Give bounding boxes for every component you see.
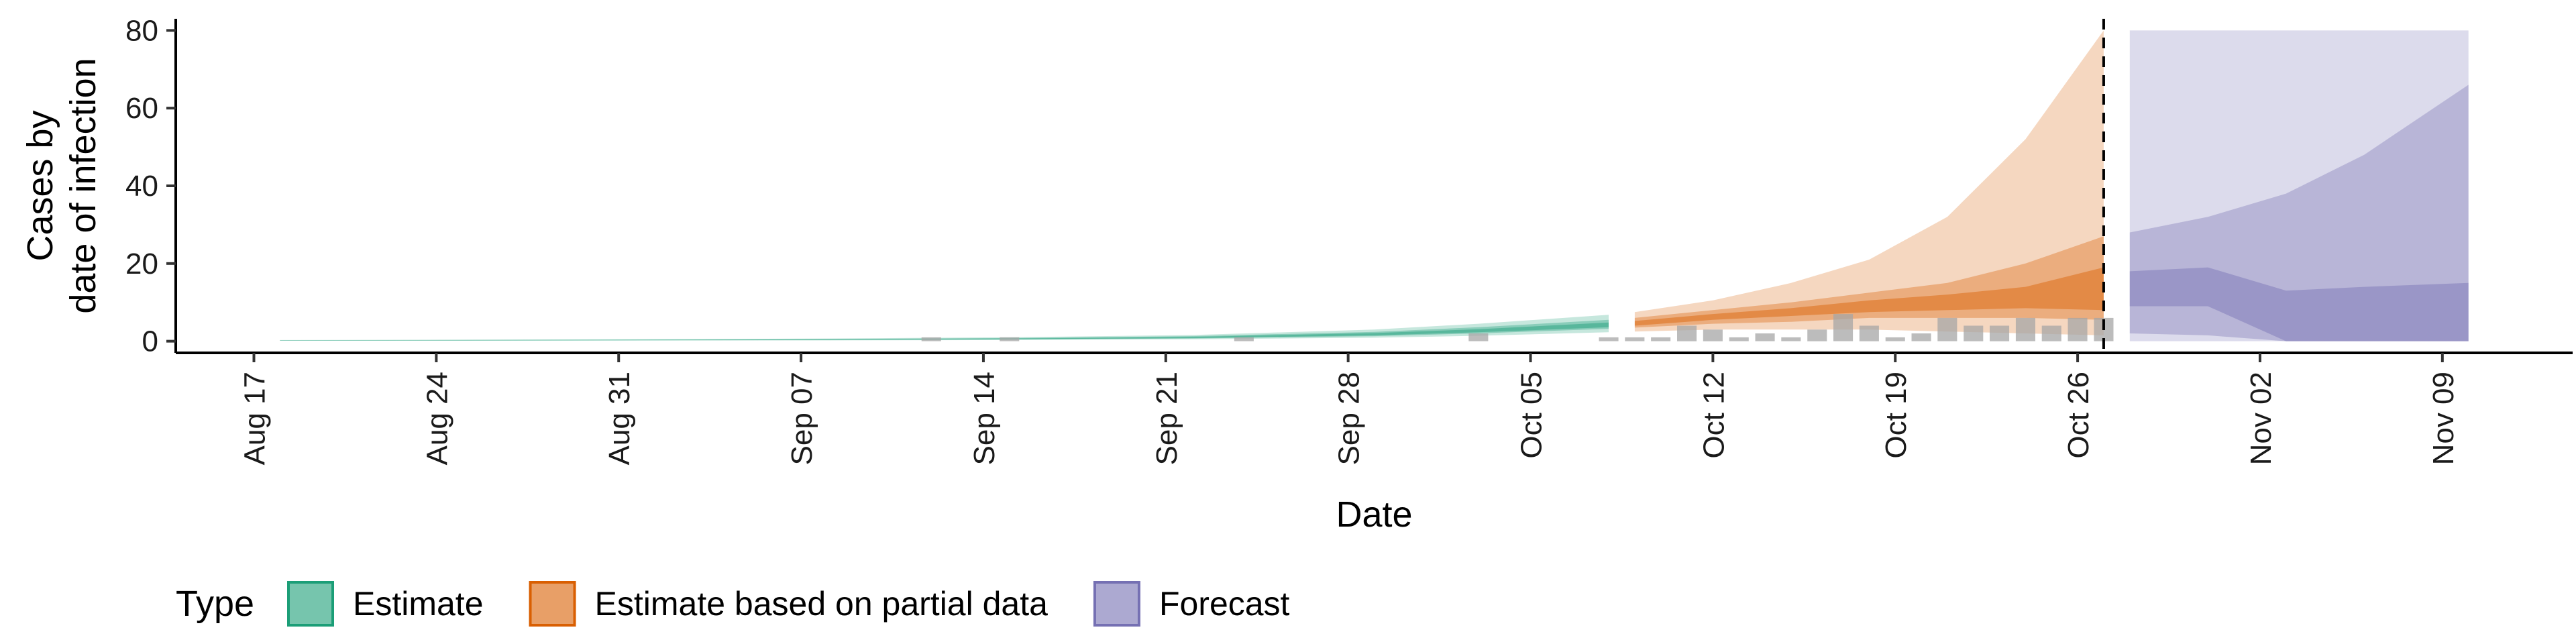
bands-layer	[280, 30, 2469, 341]
legend-swatch-2	[1093, 581, 1140, 627]
band-1-mid	[1634, 236, 2104, 328]
y-tick-label: 20	[125, 248, 158, 280]
band-1-inner	[1634, 267, 2104, 326]
reported-case-bar	[1468, 333, 1489, 341]
reported-case-bar	[1755, 333, 1775, 341]
x-tick-label: Aug 24	[421, 372, 453, 465]
reported-case-bar	[1234, 337, 1254, 341]
reported-cases-bars	[921, 314, 2114, 341]
reported-case-bar	[1625, 337, 1645, 341]
x-tick-label: Sep 07	[786, 372, 818, 465]
reported-case-bar	[1859, 325, 1879, 341]
reported-case-bar	[921, 337, 941, 341]
band-2-mid	[2129, 85, 2469, 341]
reported-case-bar	[1677, 325, 1697, 341]
x-axis-title: Date	[1336, 494, 1412, 535]
reported-case-bar	[1703, 329, 1723, 341]
reported-case-bar	[1990, 325, 2010, 341]
x-ticks: Aug 17 Aug 24 Aug 31 Sep 07 Sep 14 Sep 21 Sep …	[239, 353, 2460, 465]
legend: Type Estimate Estimate based on partial d…	[176, 581, 1290, 627]
band-0-outer	[280, 315, 1609, 341]
band-2-inner	[2129, 267, 2469, 341]
x-tick-label: Oct 19	[1880, 372, 1913, 459]
x-tick-label: Aug 17	[239, 372, 272, 465]
legend-swatch-1	[529, 581, 576, 627]
reported-case-bar	[1964, 325, 1984, 341]
band-0-mid	[280, 319, 1609, 341]
reported-case-bar	[2015, 317, 2035, 341]
y-axis-title-line2: date of infection	[63, 58, 103, 313]
x-tick-label: Sep 28	[1333, 372, 1366, 465]
reported-case-bar	[1937, 317, 1957, 341]
reported-case-bar	[2041, 325, 2061, 341]
y-tick-label: 40	[125, 170, 158, 203]
reported-case-bar	[1833, 314, 1854, 341]
x-tick-label: Oct 05	[1515, 372, 1548, 459]
y-tick-label: 0	[142, 325, 158, 358]
x-tick-label: Oct 12	[1697, 372, 1730, 459]
x-tick-label: Sep 21	[1150, 372, 1183, 465]
reported-case-bar	[1651, 337, 1671, 341]
x-tick-label: Oct 26	[2062, 372, 2095, 459]
x-tick-label: Nov 02	[2245, 372, 2277, 465]
legend-label-1: Estimate based on partial data	[595, 585, 1049, 623]
legend-label-0: Estimate	[353, 585, 484, 623]
reported-case-bar	[1911, 333, 1931, 341]
x-tick-label: Aug 31	[603, 372, 636, 465]
band-1-outer	[1634, 30, 2104, 335]
legend-title: Type	[176, 584, 254, 624]
reported-case-bar	[2068, 317, 2088, 341]
band-2-outer	[2129, 30, 2469, 341]
reported-case-bar	[1807, 329, 1827, 341]
band-0-inner	[280, 322, 1609, 341]
reported-case-bar	[1599, 337, 1619, 341]
reported-case-bar	[1000, 337, 1020, 341]
y-tick-label: 80	[125, 14, 158, 47]
reported-case-bar	[1781, 337, 1801, 341]
y-axis-title-line1: Cases by	[20, 110, 60, 261]
legend-label-2: Forecast	[1159, 585, 1290, 623]
y-tick-label: 60	[125, 92, 158, 125]
x-tick-label: Nov 09	[2427, 372, 2460, 465]
reported-case-bar	[1729, 337, 1749, 341]
x-tick-label: Sep 14	[968, 372, 1001, 465]
reported-case-bar	[1885, 337, 1905, 341]
y-ticks: 0 20 40 60 80	[125, 14, 176, 358]
legend-swatch-0	[287, 581, 334, 627]
